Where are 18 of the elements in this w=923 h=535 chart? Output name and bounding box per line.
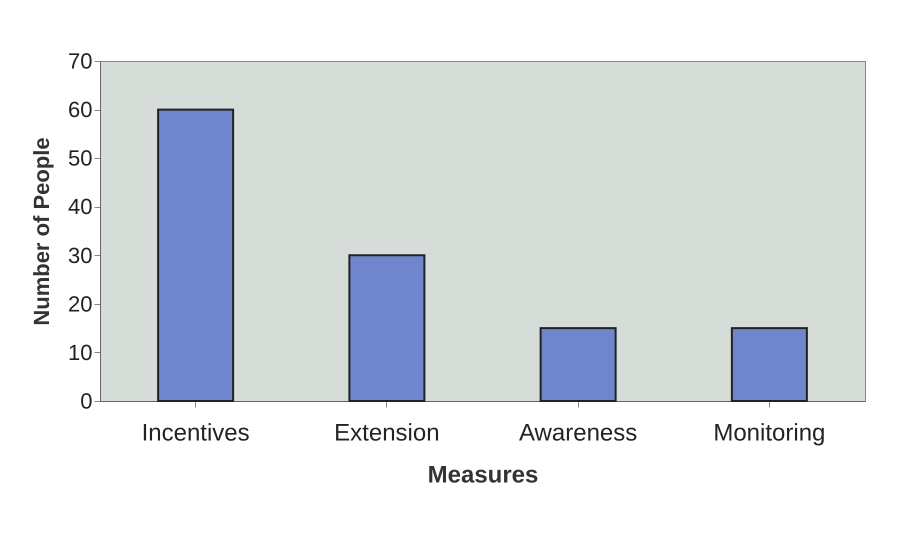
x-axis-title: Measures xyxy=(428,462,538,488)
x-tick-label: Incentives xyxy=(142,420,250,446)
y-tick-label: 10 xyxy=(68,340,92,365)
x-tick-label: Monitoring xyxy=(713,420,826,446)
bar xyxy=(348,254,426,402)
y-axis-title: Number of People xyxy=(29,137,54,326)
y-tick-label: 60 xyxy=(68,97,92,122)
bar xyxy=(540,327,617,402)
bar xyxy=(730,327,808,402)
y-tick-label: 40 xyxy=(68,194,92,220)
x-tick-label: Awareness xyxy=(518,420,638,446)
y-tick-label: 50 xyxy=(68,146,92,171)
x-tick-label: Extension xyxy=(334,420,440,446)
y-tick-label: 30 xyxy=(68,242,92,268)
y-tick-label: 0 xyxy=(80,388,92,414)
y-tick-label: 20 xyxy=(68,291,92,316)
y-tick-label: 70 xyxy=(68,48,92,74)
bar xyxy=(157,108,234,402)
